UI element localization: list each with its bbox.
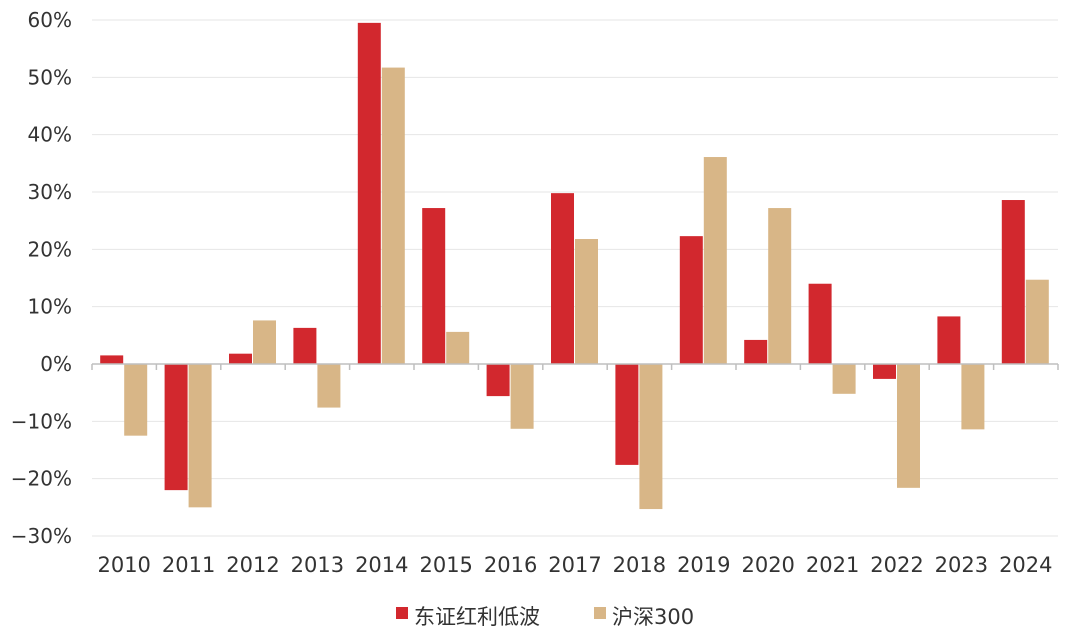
x-tick-label: 2014 — [355, 553, 408, 577]
x-tick-label: 2012 — [226, 553, 279, 577]
bar-series-1 — [551, 193, 574, 364]
x-tick-label: 2022 — [870, 553, 923, 577]
bar-series-1 — [808, 283, 832, 364]
axes: 60% 50% 40% 30% 20% 10% 0% −10% −20% −30% 2010 2011… — [11, 8, 1059, 577]
bar-series-1 — [229, 353, 252, 364]
bar-series-2 — [124, 364, 148, 436]
x-tick-label: 2023 — [935, 553, 988, 577]
bar-series-1 — [486, 364, 510, 397]
bar-series-2 — [253, 320, 276, 364]
x-tick-label: 2018 — [613, 553, 666, 577]
bar-series-2 — [510, 364, 534, 429]
x-tick-label: 2015 — [419, 553, 472, 577]
x-tick-label: 2024 — [999, 553, 1052, 577]
bar-series-2 — [446, 331, 470, 364]
bar-series-2 — [703, 157, 727, 364]
bar-series-1 — [100, 355, 124, 364]
bar-series-1 — [357, 22, 381, 364]
y-tick-label: −10% — [11, 409, 72, 433]
bar-series-1 — [873, 364, 896, 379]
x-tick-label: 2019 — [677, 553, 730, 577]
legend: 东证红利低波 沪深300 — [396, 605, 694, 629]
bar-series-2 — [897, 364, 920, 488]
bar-series-2 — [961, 364, 985, 430]
x-tick-label: 2011 — [162, 553, 215, 577]
bars — [100, 22, 1049, 510]
bar-series-1 — [679, 236, 703, 364]
x-tick-label: 2010 — [97, 553, 150, 577]
y-tick-label: −30% — [11, 524, 72, 548]
x-tick-label: 2016 — [484, 553, 537, 577]
x-tick-label: 2017 — [548, 553, 601, 577]
y-tick-label: 10% — [28, 295, 72, 319]
x-tick-label: 2013 — [291, 553, 344, 577]
bar-series-2 — [832, 364, 856, 394]
y-tick-label: 50% — [28, 65, 72, 89]
y-tick-label: 30% — [28, 180, 72, 204]
bar-series-2 — [639, 364, 663, 510]
x-tick-label: 2021 — [806, 553, 859, 577]
bar-series-2 — [317, 364, 341, 408]
bar-series-2 — [575, 239, 598, 364]
legend-swatch-series-1 — [396, 607, 408, 619]
legend-label-series-1: 东证红利低波 — [414, 605, 540, 629]
bar-series-1 — [164, 364, 188, 491]
legend-swatch-series-2 — [594, 607, 606, 619]
bar-series-1 — [615, 364, 639, 465]
bar-series-1 — [744, 339, 768, 364]
bar-series-1 — [293, 327, 317, 364]
y-tick-label: 60% — [28, 8, 72, 32]
y-tick-label: 20% — [28, 237, 72, 261]
bar-series-1 — [422, 208, 446, 364]
y-tick-label: 40% — [28, 123, 72, 147]
bar-series-2 — [188, 364, 212, 508]
y-tick-label: 0% — [40, 352, 72, 376]
y-tick-label: −20% — [11, 467, 72, 491]
x-tick-label: 2020 — [741, 553, 794, 577]
bar-series-2 — [381, 67, 405, 364]
legend-label-series-2: 沪深300 — [612, 605, 694, 629]
bar-series-2 — [1025, 279, 1049, 364]
bar-series-1 — [1001, 200, 1025, 364]
bar-series-1 — [937, 316, 961, 364]
bar-series-2 — [768, 208, 792, 364]
